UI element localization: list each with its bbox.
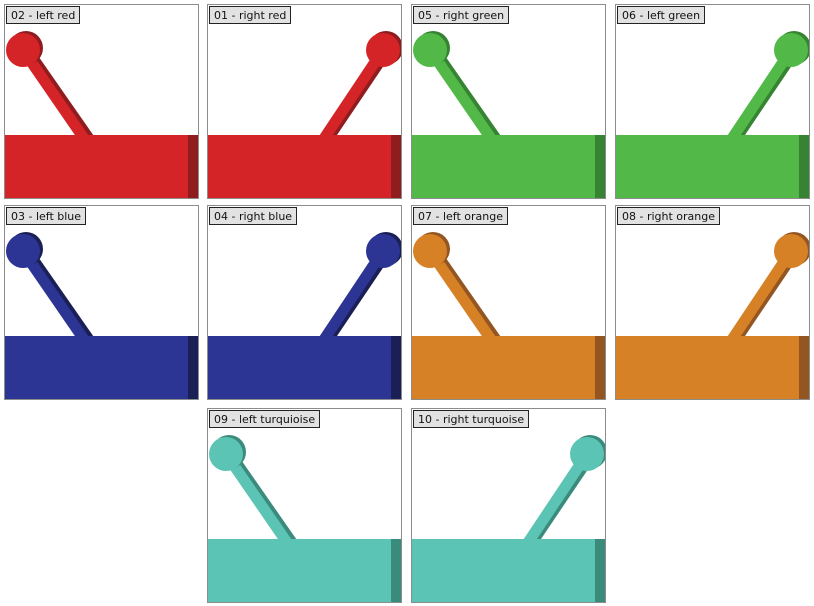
lever-knob <box>774 33 808 67</box>
lever-stick <box>318 247 388 345</box>
lever-left-blue-graphic <box>5 232 198 399</box>
tile-label: 04 - right blue <box>209 207 298 225</box>
lever-base-side <box>188 135 198 198</box>
lever-left-orange-graphic <box>412 232 605 399</box>
lever-base-side <box>799 135 809 198</box>
lever-right-green-graphic <box>616 31 809 198</box>
tile-label: 08 - right orange <box>617 207 721 225</box>
lever-stick <box>425 46 497 144</box>
tile-label: 02 - left red <box>6 6 81 24</box>
lever-left-red-graphic <box>5 31 198 198</box>
lever-base-side <box>188 336 198 399</box>
lever-stick <box>425 247 497 345</box>
tile-label: 01 - right red <box>209 6 292 24</box>
lever-right-blue-graphic <box>208 232 401 399</box>
lever-base <box>412 336 595 399</box>
tile-07-left-orange: 07 - left orange <box>411 205 606 400</box>
lever-knob <box>366 234 400 268</box>
tile-label: 10 - right turquoise <box>413 410 530 428</box>
lever-left-green-graphic <box>412 31 605 198</box>
tile-05-right-green: 05 - right green <box>411 4 606 199</box>
lever-base <box>5 135 188 198</box>
lever-stick <box>18 46 90 144</box>
lever-left-turquoise-graphic <box>208 435 401 602</box>
lever-knob <box>6 234 40 268</box>
lever-base <box>616 135 799 198</box>
tile-02-left-red: 02 - left red <box>4 4 199 199</box>
lever-base-side <box>391 135 401 198</box>
lever-knob <box>774 234 808 268</box>
lever-stick <box>318 46 388 144</box>
tile-04-right-blue: 04 - right blue <box>207 205 402 400</box>
lever-base <box>412 135 595 198</box>
lever-base <box>5 336 188 399</box>
tile-label: 07 - left orange <box>413 207 508 225</box>
tile-label: 06 - left green <box>617 6 706 24</box>
tile-label: 03 - left blue <box>6 207 87 225</box>
lever-base-side <box>391 336 401 399</box>
lever-stick <box>221 450 293 548</box>
lever-base-side <box>595 135 605 198</box>
tile-03-left-blue: 03 - left blue <box>4 205 199 400</box>
lever-base <box>208 539 391 602</box>
lever-stick <box>18 247 90 345</box>
tile-08-right-orange: 08 - right orange <box>615 205 810 400</box>
tile-label: 05 - right green <box>413 6 510 24</box>
lever-base <box>616 336 799 399</box>
lever-knob <box>413 33 447 67</box>
lever-base-side <box>391 539 401 602</box>
lever-base-side <box>595 539 605 602</box>
lever-knob <box>570 437 604 471</box>
lever-base-side <box>799 336 809 399</box>
lever-base <box>208 135 391 198</box>
tile-09-left-turquoise: 09 - left turquioise <box>207 408 402 603</box>
tile-label: 09 - left turquioise <box>209 410 321 428</box>
lever-stick <box>726 247 796 345</box>
lever-base-side <box>595 336 605 399</box>
lever-knob <box>209 437 243 471</box>
lever-right-red-graphic <box>208 31 401 198</box>
lever-knob <box>413 234 447 268</box>
lever-base <box>412 539 595 602</box>
lever-stick <box>522 450 592 548</box>
lever-knob <box>6 33 40 67</box>
tile-10-right-turquoise: 10 - right turquoise <box>411 408 606 603</box>
lever-right-turquoise-graphic <box>412 435 605 602</box>
tile-06-left-green: 06 - left green <box>615 4 810 199</box>
lever-knob <box>366 33 400 67</box>
lever-stick <box>726 46 796 144</box>
lever-base <box>208 336 391 399</box>
lever-right-orange-graphic <box>616 232 809 399</box>
tile-01-right-red: 01 - right red <box>207 4 402 199</box>
